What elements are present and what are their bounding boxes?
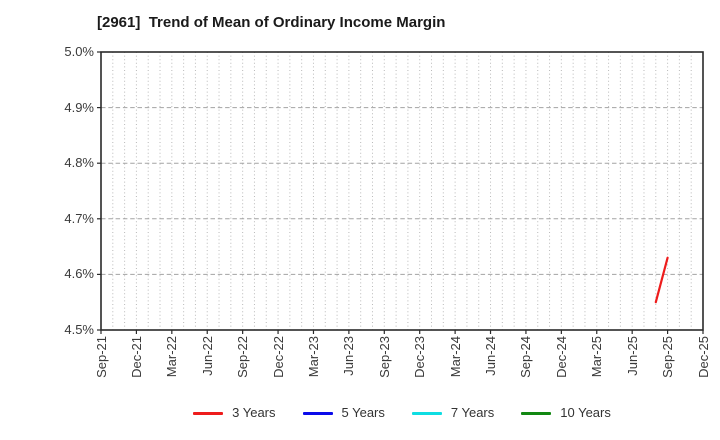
plot-frame <box>100 51 704 331</box>
legend-label: 7 Years <box>450 405 495 420</box>
x-axis-tick-label: Dec-24 <box>553 336 569 378</box>
legend-label: 10 Years <box>560 405 611 420</box>
y-axis-tick-label: 4.8% <box>64 155 94 171</box>
y-axis-tick-label: 5.0% <box>64 44 94 59</box>
x-axis-tick-label: Sep-21 <box>93 336 109 378</box>
x-axis-tick-label: Sep-23 <box>376 336 392 378</box>
x-axis-tick-label: Mar-23 <box>305 336 321 378</box>
x-axis-tick-label: Dec-21 <box>128 336 144 378</box>
x-axis-tick-label: Jun-24 <box>483 336 499 376</box>
legend-line-icon <box>411 411 442 415</box>
legend-item-5-years: 5 Years <box>302 405 385 421</box>
legend-line-icon <box>302 411 333 415</box>
x-axis-tick-label: Sep-25 <box>660 336 676 378</box>
y-axis-tick-label: 4.5% <box>64 322 94 337</box>
legend-item-7-years: 7 Years <box>411 405 495 421</box>
y-axis-tick-label: 4.6% <box>64 266 94 282</box>
x-axis-tick-label: Mar-24 <box>447 336 463 378</box>
series-3-years <box>654 256 669 304</box>
legend-line-icon <box>193 411 224 415</box>
legend: 3 Years 5 Years 7 Years 10 Years <box>101 402 703 424</box>
x-axis-tick-label: Sep-24 <box>518 336 534 378</box>
x-axis-tick-label: Sep-22 <box>235 336 251 378</box>
x-axis-tick-label: Jun-25 <box>624 336 640 376</box>
x-axis-tick-label: Dec-23 <box>412 336 428 378</box>
y-axis-tick-label: 4.7% <box>64 210 94 226</box>
x-axis-tick-label: Mar-25 <box>589 336 605 378</box>
y-axis-tick-label: 4.9% <box>64 99 94 115</box>
legend-item-10-years: 10 Years <box>521 405 611 421</box>
x-axis-tick-label: Mar-22 <box>164 336 180 378</box>
legend-line-icon <box>521 411 552 415</box>
x-axis-tick-label: Dec-25 <box>695 336 711 378</box>
chart-title: [2961] Trend of Mean of Ordinary Income … <box>97 14 446 31</box>
legend-label: 5 Years <box>341 405 385 420</box>
legend-item-3-years: 3 Years <box>193 405 276 421</box>
x-axis-tick-label: Dec-22 <box>270 336 286 378</box>
x-axis-tick-label: Jun-22 <box>199 336 215 376</box>
legend-label: 3 Years <box>232 405 276 420</box>
x-axis-tick-label: Jun-23 <box>341 336 357 376</box>
